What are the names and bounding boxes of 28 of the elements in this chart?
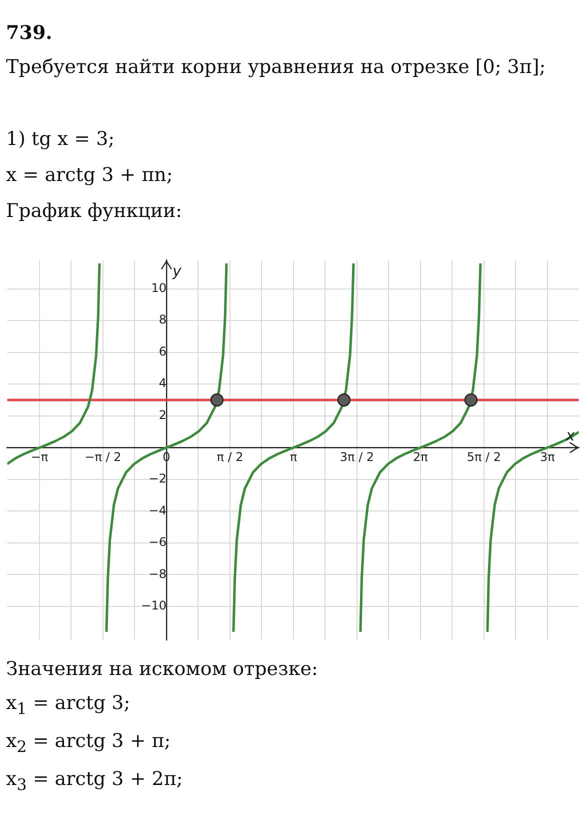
x-tick-label: π / 2 (216, 450, 244, 464)
y-tick-label: −4 (148, 503, 166, 518)
y-tick-label: −10 (141, 598, 166, 613)
text: Требуется найти корни уравнения на отрезке [0; 3π]; (6, 56, 547, 78)
x-tick-label: 3π (540, 450, 555, 464)
text: x = arctg 3 + πn; (6, 164, 174, 186)
y-tick-label: 8 (158, 312, 166, 327)
x-tick-label: π (290, 450, 298, 464)
y-tick-label: −8 (148, 566, 166, 581)
text: x$_{2}$ = arctg 3 + π; (6, 730, 172, 756)
y-axis-title: y (171, 262, 182, 280)
x-tick-label: −π (30, 450, 48, 464)
text: График функции: (6, 200, 184, 222)
x-tick-label: −π / 2 (84, 450, 122, 464)
text: 1) tg x = 3; (6, 128, 116, 150)
x-tick-label: 2π (413, 450, 428, 464)
text: Значения на искомом отрезке: (6, 658, 319, 680)
y-tick-label: 6 (158, 344, 166, 358)
y-tick-label: −6 (148, 535, 166, 550)
chart-title: 739. (6, 22, 54, 44)
y-tick-label: −2 (148, 472, 166, 486)
y-tick-label: 10 (151, 280, 166, 295)
x-tick-label: 5π / 2 (466, 450, 502, 464)
text: x$_{3}$ = arctg 3 + 2π; (6, 768, 184, 794)
x-tick-label: 3π / 2 (340, 450, 374, 464)
y-tick-label: 4 (158, 376, 166, 390)
text: x$_{1}$ = arctg 3; (6, 692, 132, 718)
y-tick-label: 2 (158, 408, 166, 422)
